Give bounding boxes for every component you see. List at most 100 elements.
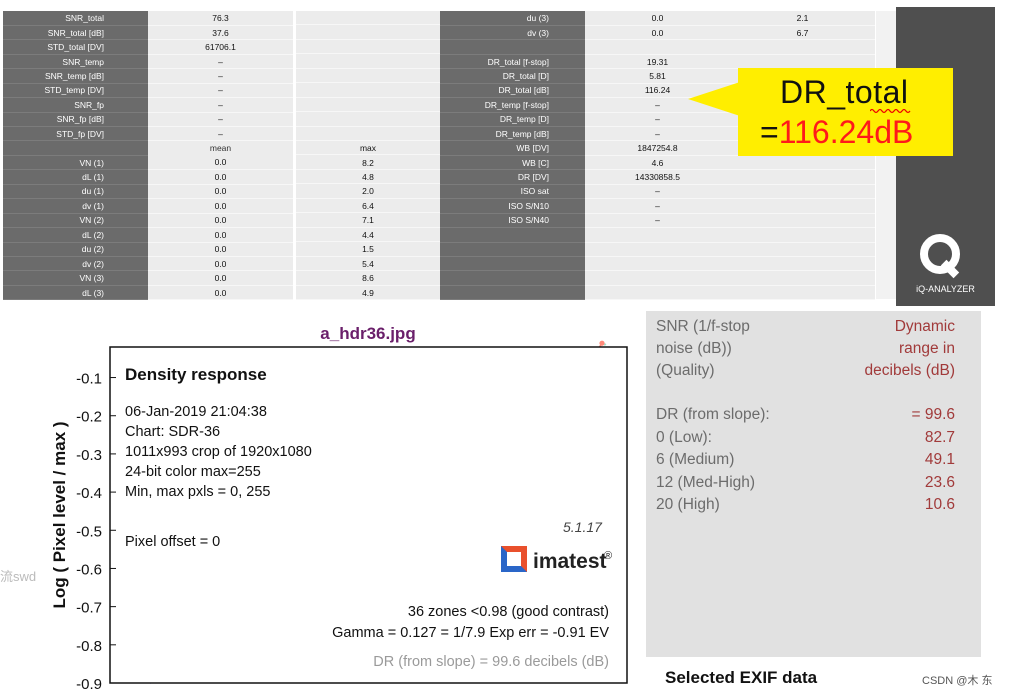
table-row: STD_total [DV] 61706.1 (3, 39, 293, 55)
row-value: 0.0 (585, 11, 730, 26)
table-row: ISO S/N40– (440, 213, 875, 229)
dr-row-value: = 99.6 (911, 406, 955, 423)
density-chart: -0.1 -0.2 -0.3 -0.4 -0.5 -0.6 -0.7 -0.8 -0.9 Dens… (50, 324, 628, 692)
row-label: dv (3) (440, 25, 585, 41)
row-value: 76.3 (148, 11, 293, 26)
row-value-2 (296, 69, 440, 84)
table-row (440, 227, 875, 243)
row-label (440, 270, 585, 286)
table-row: WB [C] 4.6 (440, 155, 875, 171)
chart-title: a_hdr36.jpg (320, 324, 415, 343)
legend-background (116, 355, 296, 557)
row-label: ISO S/N40 (440, 213, 585, 229)
row-label: dL (1) (3, 169, 148, 185)
table-row: ISO S/N10– (440, 198, 875, 214)
row-value-2 (730, 198, 875, 214)
row-label: DR [DV] (440, 169, 585, 185)
legend-line: 24-bit color max=255 (125, 464, 261, 480)
row-label: DR_total [dB] (440, 83, 585, 99)
left-watermark: 流swd (0, 569, 37, 584)
row-label: du (2) (3, 242, 148, 257)
table-row (440, 285, 875, 301)
row-value-2: 2.1 (730, 11, 875, 26)
row-value: – (148, 54, 293, 70)
iq-logo-icon (920, 234, 960, 279)
row-value: – (148, 68, 293, 84)
row-value: 37.6 (148, 25, 293, 41)
row-value-2 (730, 39, 875, 55)
row-value-2 (296, 11, 440, 26)
annotation-background (320, 623, 612, 643)
data-point (599, 340, 605, 346)
row-value: 0.0 (148, 285, 293, 301)
row-value-2 (730, 242, 875, 257)
table-row: DR_total [D] 5.81 (440, 68, 875, 84)
column-header-max: max (296, 141, 440, 156)
row-value (585, 227, 730, 243)
watermark: CSDN @木 东 (922, 675, 993, 687)
row-value-2 (296, 54, 440, 69)
row-label: WB [DV] (440, 140, 585, 156)
table-row: du (2) 0.0 (3, 242, 293, 257)
table-row: SNR_temp [dB] – (3, 68, 293, 84)
row-label: SNR_temp (3, 54, 148, 70)
row-value: 0.0 (148, 198, 293, 214)
y-tick-label: -0.5 (76, 523, 102, 540)
row-value-2: 7.1 (296, 213, 440, 228)
row-value-2 (730, 184, 875, 200)
row-value: – (148, 83, 293, 99)
row-value-2: 8.6 (296, 271, 440, 286)
y-tick-label: -0.7 (76, 600, 102, 617)
row-label: STD_total [DV] (3, 39, 148, 55)
row-value: 0.0 (148, 270, 293, 286)
row-value: – (585, 198, 730, 214)
dr-header-right: Dynamic (894, 318, 955, 335)
row-label: SNR_total (3, 11, 148, 26)
table-row: SNR_total 76.3 (3, 11, 293, 26)
row-label (3, 140, 148, 156)
density-chart-panel: -0.1 -0.2 -0.3 -0.4 -0.5 -0.6 -0.7 -0.8 -0.9 Dens… (0, 300, 640, 692)
table-row: dL (2) 0.0 (3, 227, 293, 243)
iq-logo-panel: iQ-ANALYZER (896, 7, 995, 306)
row-value-2 (730, 256, 875, 272)
table-row: dv (3) 0.0 6.7 (440, 25, 875, 41)
row-value-2: 1.5 (296, 242, 440, 257)
row-label: DR_temp [f-stop] (440, 97, 585, 113)
version-label: 5.1.17 (563, 519, 603, 535)
row-value-2: 8.2 (296, 156, 440, 170)
table-row: SNR_total [dB] 37.6 (3, 25, 293, 41)
row-label: ISO sat (440, 184, 585, 200)
row-value (585, 256, 730, 272)
row-value: 0.0 (148, 242, 293, 257)
table-row: STD_fp [DV] – (3, 126, 293, 142)
row-value-2 (296, 127, 440, 142)
table-row (440, 256, 875, 272)
table-gap: max 8.2 4.8 2.0 6.4 7.1 4.4 1.5 5.4 8.6 4.9 (296, 11, 440, 300)
annotation-zones: 36 zones <0.98 (good contrast) (408, 604, 609, 620)
row-value-2 (296, 112, 440, 127)
row-value: – (585, 213, 730, 229)
y-tick-label: -0.1 (76, 371, 102, 388)
dr-row-label: 12 (Med-High) (656, 473, 756, 491)
row-label: dL (2) (3, 227, 148, 243)
row-value: – (148, 112, 293, 128)
row-value-2: 4.4 (296, 228, 440, 243)
row-value-2: 5.4 (296, 257, 440, 272)
imatest-brand: imatest (533, 550, 607, 573)
row-label: VN (3) (3, 270, 148, 286)
row-value (585, 285, 730, 301)
legend-line: 1011x993 crop of 1920x1080 (125, 444, 312, 460)
imatest-brand-mark: ® (604, 550, 612, 562)
table-row: VN (1) 0.0 (3, 155, 293, 171)
table-row: SNR_temp – (3, 54, 293, 70)
table-row: dv (2) 0.0 (3, 256, 293, 272)
row-label: SNR_total [dB] (3, 25, 148, 41)
spellcheck-underline (870, 108, 911, 114)
column-header-mean: mean (148, 140, 293, 156)
row-label: dL (3) (3, 285, 148, 301)
table-row: dL (3) 0.0 (3, 285, 293, 301)
row-label: DR_temp [D] (440, 112, 585, 128)
row-value: 0.0 (148, 169, 293, 185)
y-tick-label: -0.9 (76, 676, 102, 692)
row-label (440, 39, 585, 55)
